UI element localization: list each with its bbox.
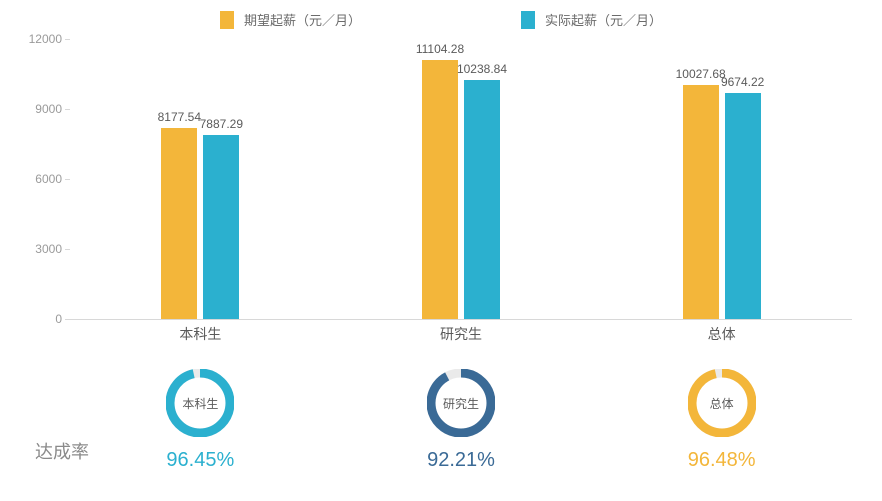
donut-center-label: 本科生 [166, 369, 234, 437]
donut-center-label: 研究生 [427, 369, 495, 437]
x-category-label: 研究生 [411, 324, 511, 344]
bar-value-label: 10027.68 [676, 67, 726, 81]
legend-label-actual: 实际起薪（元／月） [545, 10, 662, 29]
donut-group: 研究生 92.21% [331, 369, 592, 472]
x-category-label: 本科生 [150, 324, 250, 344]
donut-ring: 本科生 [166, 369, 234, 437]
y-tick-label: 6000 [35, 172, 62, 186]
donut-group: 总体 96.48% [591, 369, 852, 472]
donut-ring: 总体 [688, 369, 756, 437]
legend-swatch-expected [220, 11, 234, 29]
bar: 9674.22 [725, 93, 761, 319]
bar: 10238.84 [464, 80, 500, 319]
y-tick-label: 0 [55, 312, 62, 326]
legend-swatch-actual [521, 11, 535, 29]
bar-group: 10027.689674.22 [683, 39, 761, 319]
y-tick-label: 12000 [29, 32, 62, 46]
donut-ring: 研究生 [427, 369, 495, 437]
bar: 8177.54 [161, 128, 197, 319]
bar-group: 8177.547887.29 [161, 39, 239, 319]
bar-value-label: 11104.28 [416, 42, 464, 56]
y-axis: 030006000900012000 [25, 39, 70, 319]
bar-value-label: 9674.22 [721, 75, 764, 89]
legend-item-expected: 期望起薪（元／月） [220, 10, 361, 29]
donut-percent-label: 92.21% [427, 449, 495, 472]
bar-chart: 030006000900012000 8177.547887.2911104.2… [70, 39, 852, 339]
bar-groups: 8177.547887.2911104.2810238.8410027.6896… [70, 39, 852, 319]
completion-rate-row: 达成率 本科生96.45%研究生92.21%总体96.48% [70, 369, 852, 472]
legend-item-actual: 实际起薪（元／月） [521, 10, 662, 29]
donut-center-label: 总体 [688, 369, 756, 437]
donut-percent-label: 96.45% [166, 449, 234, 472]
y-tick-label: 3000 [35, 242, 62, 256]
bar: 11104.28 [422, 60, 458, 319]
donut-percent-label: 96.48% [688, 449, 756, 472]
bar-value-label: 8177.54 [158, 110, 201, 124]
x-axis-baseline [70, 319, 852, 320]
donut-group: 本科生 96.45% [70, 369, 331, 472]
bar-group: 11104.2810238.84 [422, 39, 500, 319]
bar-value-label: 10238.84 [457, 62, 507, 76]
bar: 10027.68 [683, 85, 719, 319]
y-tick-label: 9000 [35, 102, 62, 116]
chart-legend: 期望起薪（元／月） 实际起薪（元／月） [0, 0, 882, 39]
bar-value-label: 7887.29 [200, 117, 243, 131]
x-axis-labels: 本科生 研究生 总体 [70, 324, 852, 344]
rate-title: 达成率 [35, 438, 89, 464]
bar: 7887.29 [203, 135, 239, 319]
legend-label-expected: 期望起薪（元／月） [244, 10, 361, 29]
x-category-label: 总体 [672, 324, 772, 344]
